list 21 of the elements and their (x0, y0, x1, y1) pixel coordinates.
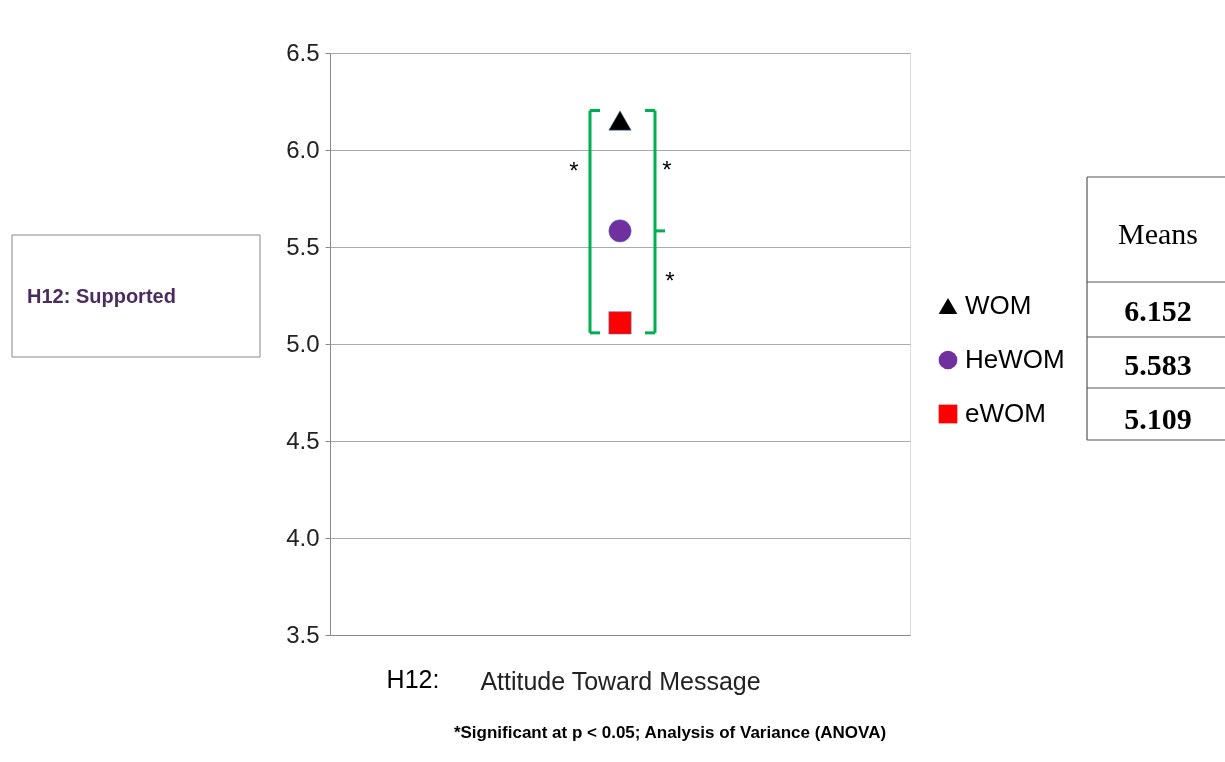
y-tick-label: 3.5 (286, 620, 320, 648)
y-tick-label: 4.5 (286, 426, 320, 454)
y-tick-label: 5.5 (286, 232, 320, 260)
legend-label: eWOM (965, 398, 1046, 428)
legend-label: WOM (965, 290, 1032, 320)
annotation: * (662, 155, 672, 183)
y-tick-label: 4.0 (286, 523, 320, 551)
legend-label: HeWOM (965, 344, 1065, 374)
x-tick-label: Attitude Toward Message (480, 666, 761, 695)
text: *Significant at p < 0.05; Analysis of Variance (ANOVA) (453, 723, 887, 742)
y-tick-label: 5.0 (286, 329, 320, 357)
annotation: * (569, 156, 579, 184)
text: Means (1118, 217, 1198, 250)
text: H12: Supported (27, 285, 176, 307)
y-tick-label: 6.0 (286, 135, 320, 163)
annotation: * (665, 266, 675, 294)
text: 6.152 (1124, 294, 1192, 327)
text: 5.109 (1124, 402, 1192, 435)
text: H12: (386, 665, 440, 693)
text: 5.583 (1124, 348, 1192, 381)
y-tick-label: 6.5 (286, 38, 320, 66)
